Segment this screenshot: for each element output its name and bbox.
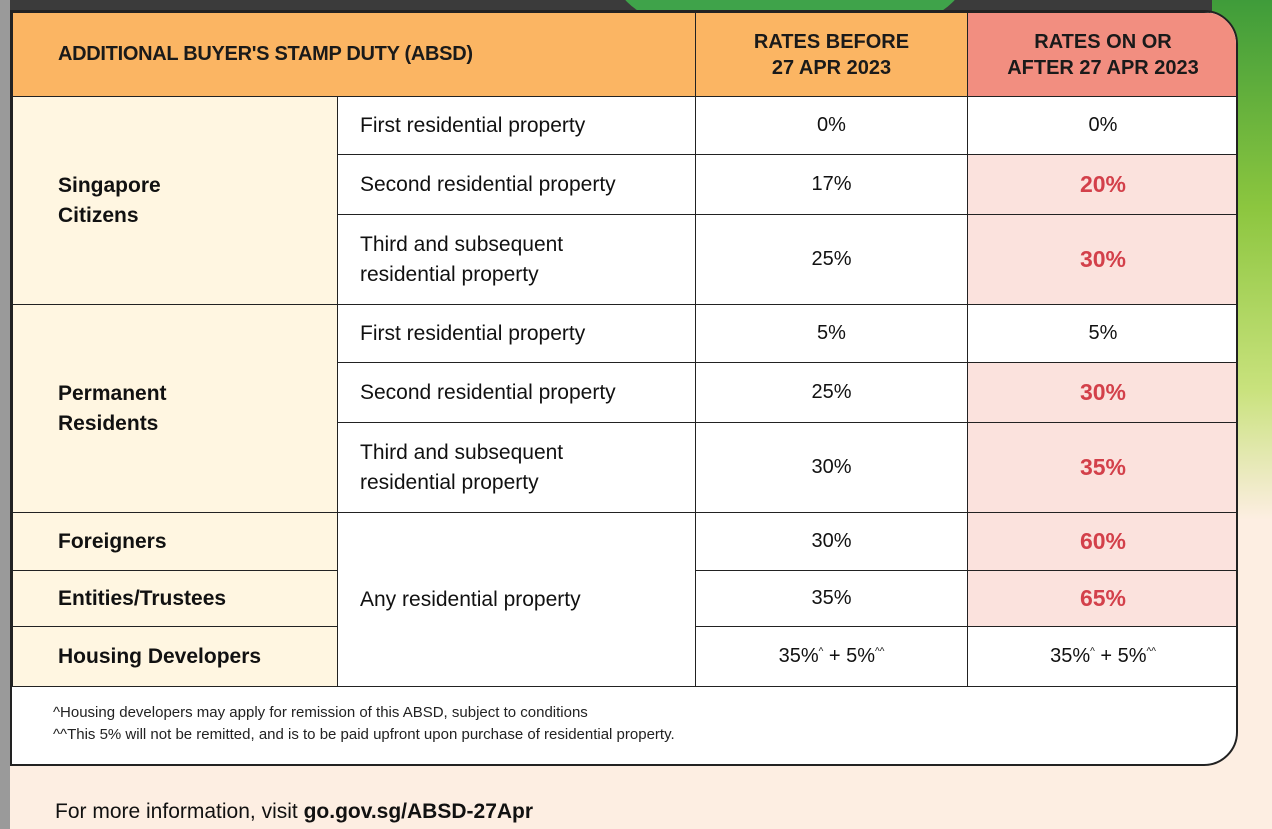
table-row: Third and subsequent residential propert…	[13, 422, 1236, 513]
property-type-cell: Third and subsequent residential propert…	[337, 422, 696, 513]
property-type-any: Any residential property	[337, 512, 696, 687]
rate-after-highlight: 20%	[967, 154, 1236, 215]
more-info: For more information, visit go.gov.sg/AB…	[55, 800, 533, 824]
property-type: Second residential property	[337, 154, 696, 215]
header-before-line2: 27 APR 2023	[771, 56, 892, 79]
property-type: Second residential property	[337, 362, 696, 423]
table-row: Housing Developers 35%^ + 5%^^ 35%^ + 5%…	[12, 626, 1236, 687]
rate-before: 25%	[695, 214, 968, 305]
table-row: Second residential property 25% 30%	[13, 362, 1236, 423]
rate-before: 35%	[695, 570, 968, 627]
table-row: Entities/Trustees 35% 65%	[12, 570, 1236, 627]
more-info-prefix: For more information, visit	[55, 800, 304, 823]
table-row: Foreigners Any residential property 30% …	[12, 512, 1236, 687]
header-after-line1: RATES ON OR	[1034, 30, 1172, 53]
absd-table: ADDITIONAL BUYER'S STAMP DUTY (ABSD) RAT…	[12, 12, 1236, 687]
more-info-link[interactable]: go.gov.sg/ABSD-27Apr	[303, 800, 534, 823]
double-caret-mark: ^^	[1146, 646, 1156, 658]
rate-before: 30%	[695, 422, 968, 513]
rate-before: 30%	[695, 512, 968, 571]
header-row: ADDITIONAL BUYER'S STAMP DUTY (ABSD) RAT…	[12, 12, 1236, 97]
property-type: First residential property	[337, 304, 696, 363]
caret-mark: ^	[818, 646, 824, 658]
rate-before-developers: 35%^ + 5%^^	[695, 626, 968, 687]
rate-before: 0%	[695, 96, 968, 155]
header-before-line1: RATES BEFORE	[753, 30, 910, 53]
rate-after: 0%	[967, 96, 1236, 155]
rate-before: 25%	[695, 362, 968, 423]
group-foreigners: Foreigners	[12, 512, 338, 571]
header-after-line2: AFTER 27 APR 2023	[1007, 56, 1199, 79]
group-entities-trustees: Entities/Trustees	[12, 570, 338, 627]
rate-after-highlight: 30%	[967, 214, 1236, 305]
table-title: ADDITIONAL BUYER'S STAMP DUTY (ABSD)	[12, 12, 696, 97]
group-permanent-residents: Permanent Residents	[12, 304, 338, 513]
property-type-cell: Third and subsequent residential propert…	[337, 214, 696, 305]
property-type: Third and subsequent residential propert…	[360, 440, 564, 494]
rate-before: 17%	[695, 154, 968, 215]
rate-after-developers: 35%^ + 5%^^	[967, 626, 1236, 687]
table-row: Permanent Residents First residential pr…	[12, 304, 1236, 513]
footnote-1: ^Housing developers may apply for remiss…	[53, 704, 588, 721]
group-label: Singapore Citizens	[58, 173, 161, 227]
group-housing-developers: Housing Developers	[12, 626, 338, 687]
header-rates-before: RATES BEFORE 27 APR 2023	[695, 12, 968, 97]
rate-base: 35%	[778, 645, 819, 667]
footnotes: ^Housing developers may apply for remiss…	[53, 702, 675, 746]
table-row: Singapore Citizens First residential pro…	[12, 96, 1236, 305]
absd-card: ADDITIONAL BUYER'S STAMP DUTY (ABSD) RAT…	[10, 10, 1238, 766]
group-label: Permanent Residents	[58, 381, 167, 435]
rate-after-highlight: 60%	[967, 512, 1236, 571]
rate-before: 5%	[695, 304, 968, 363]
table-row: Second residential property 17% 20%	[13, 154, 1236, 215]
group-singapore-citizens: Singapore Citizens	[12, 96, 338, 305]
rate-after-highlight: 35%	[967, 422, 1236, 513]
caret-mark: ^	[1090, 646, 1095, 658]
rate-extra: + 5%	[823, 645, 876, 667]
rate-extra: + 5%	[1094, 645, 1147, 667]
rate-after-highlight: 65%	[967, 570, 1236, 627]
property-type: First residential property	[337, 96, 696, 155]
footnote-2: ^^This 5% will not be remitted, and is t…	[53, 726, 675, 743]
rate-base: 35%	[1050, 645, 1091, 667]
rate-after: 5%	[967, 304, 1236, 363]
property-type: Third and subsequent residential propert…	[360, 232, 564, 286]
header-rates-after: RATES ON OR AFTER 27 APR 2023	[967, 12, 1236, 97]
double-caret-mark: ^^	[875, 646, 885, 658]
rate-after-highlight: 30%	[967, 362, 1236, 423]
table-row: Third and subsequent residential propert…	[13, 214, 1236, 305]
